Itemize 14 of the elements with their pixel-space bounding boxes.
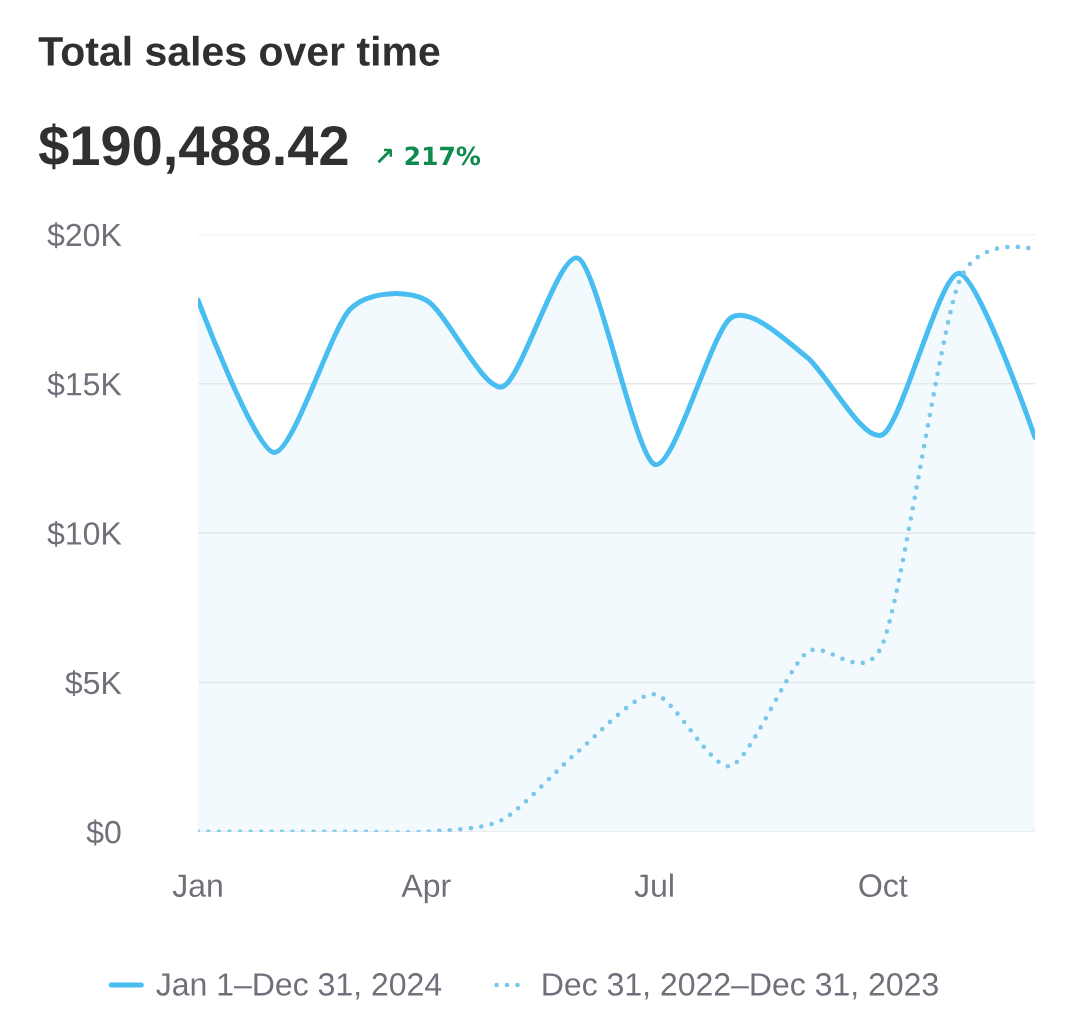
legend-label: Jan 1–Dec 31, 2024 xyxy=(156,973,442,1000)
y-tick-label: $0 xyxy=(86,819,121,846)
text: ↗ 217% xyxy=(377,146,481,166)
y-tick-label: $15K xyxy=(47,371,122,398)
legend-label: Dec 31, 2022–Dec 31, 2023 xyxy=(543,973,938,1000)
y-tick-label: $5K xyxy=(65,670,122,697)
y-tick-label: $20K xyxy=(47,222,122,249)
x-tick-label: Apr xyxy=(401,874,451,904)
chart-title: Total sales over time xyxy=(38,35,440,66)
x-tick-label: Jan xyxy=(172,874,222,897)
x-tick-label: Jul xyxy=(634,873,673,897)
x-tick-label: Oct xyxy=(859,874,908,897)
chart-subtitle: $190,488.42 xyxy=(38,123,348,174)
y-tick-label: $10K xyxy=(47,520,122,547)
